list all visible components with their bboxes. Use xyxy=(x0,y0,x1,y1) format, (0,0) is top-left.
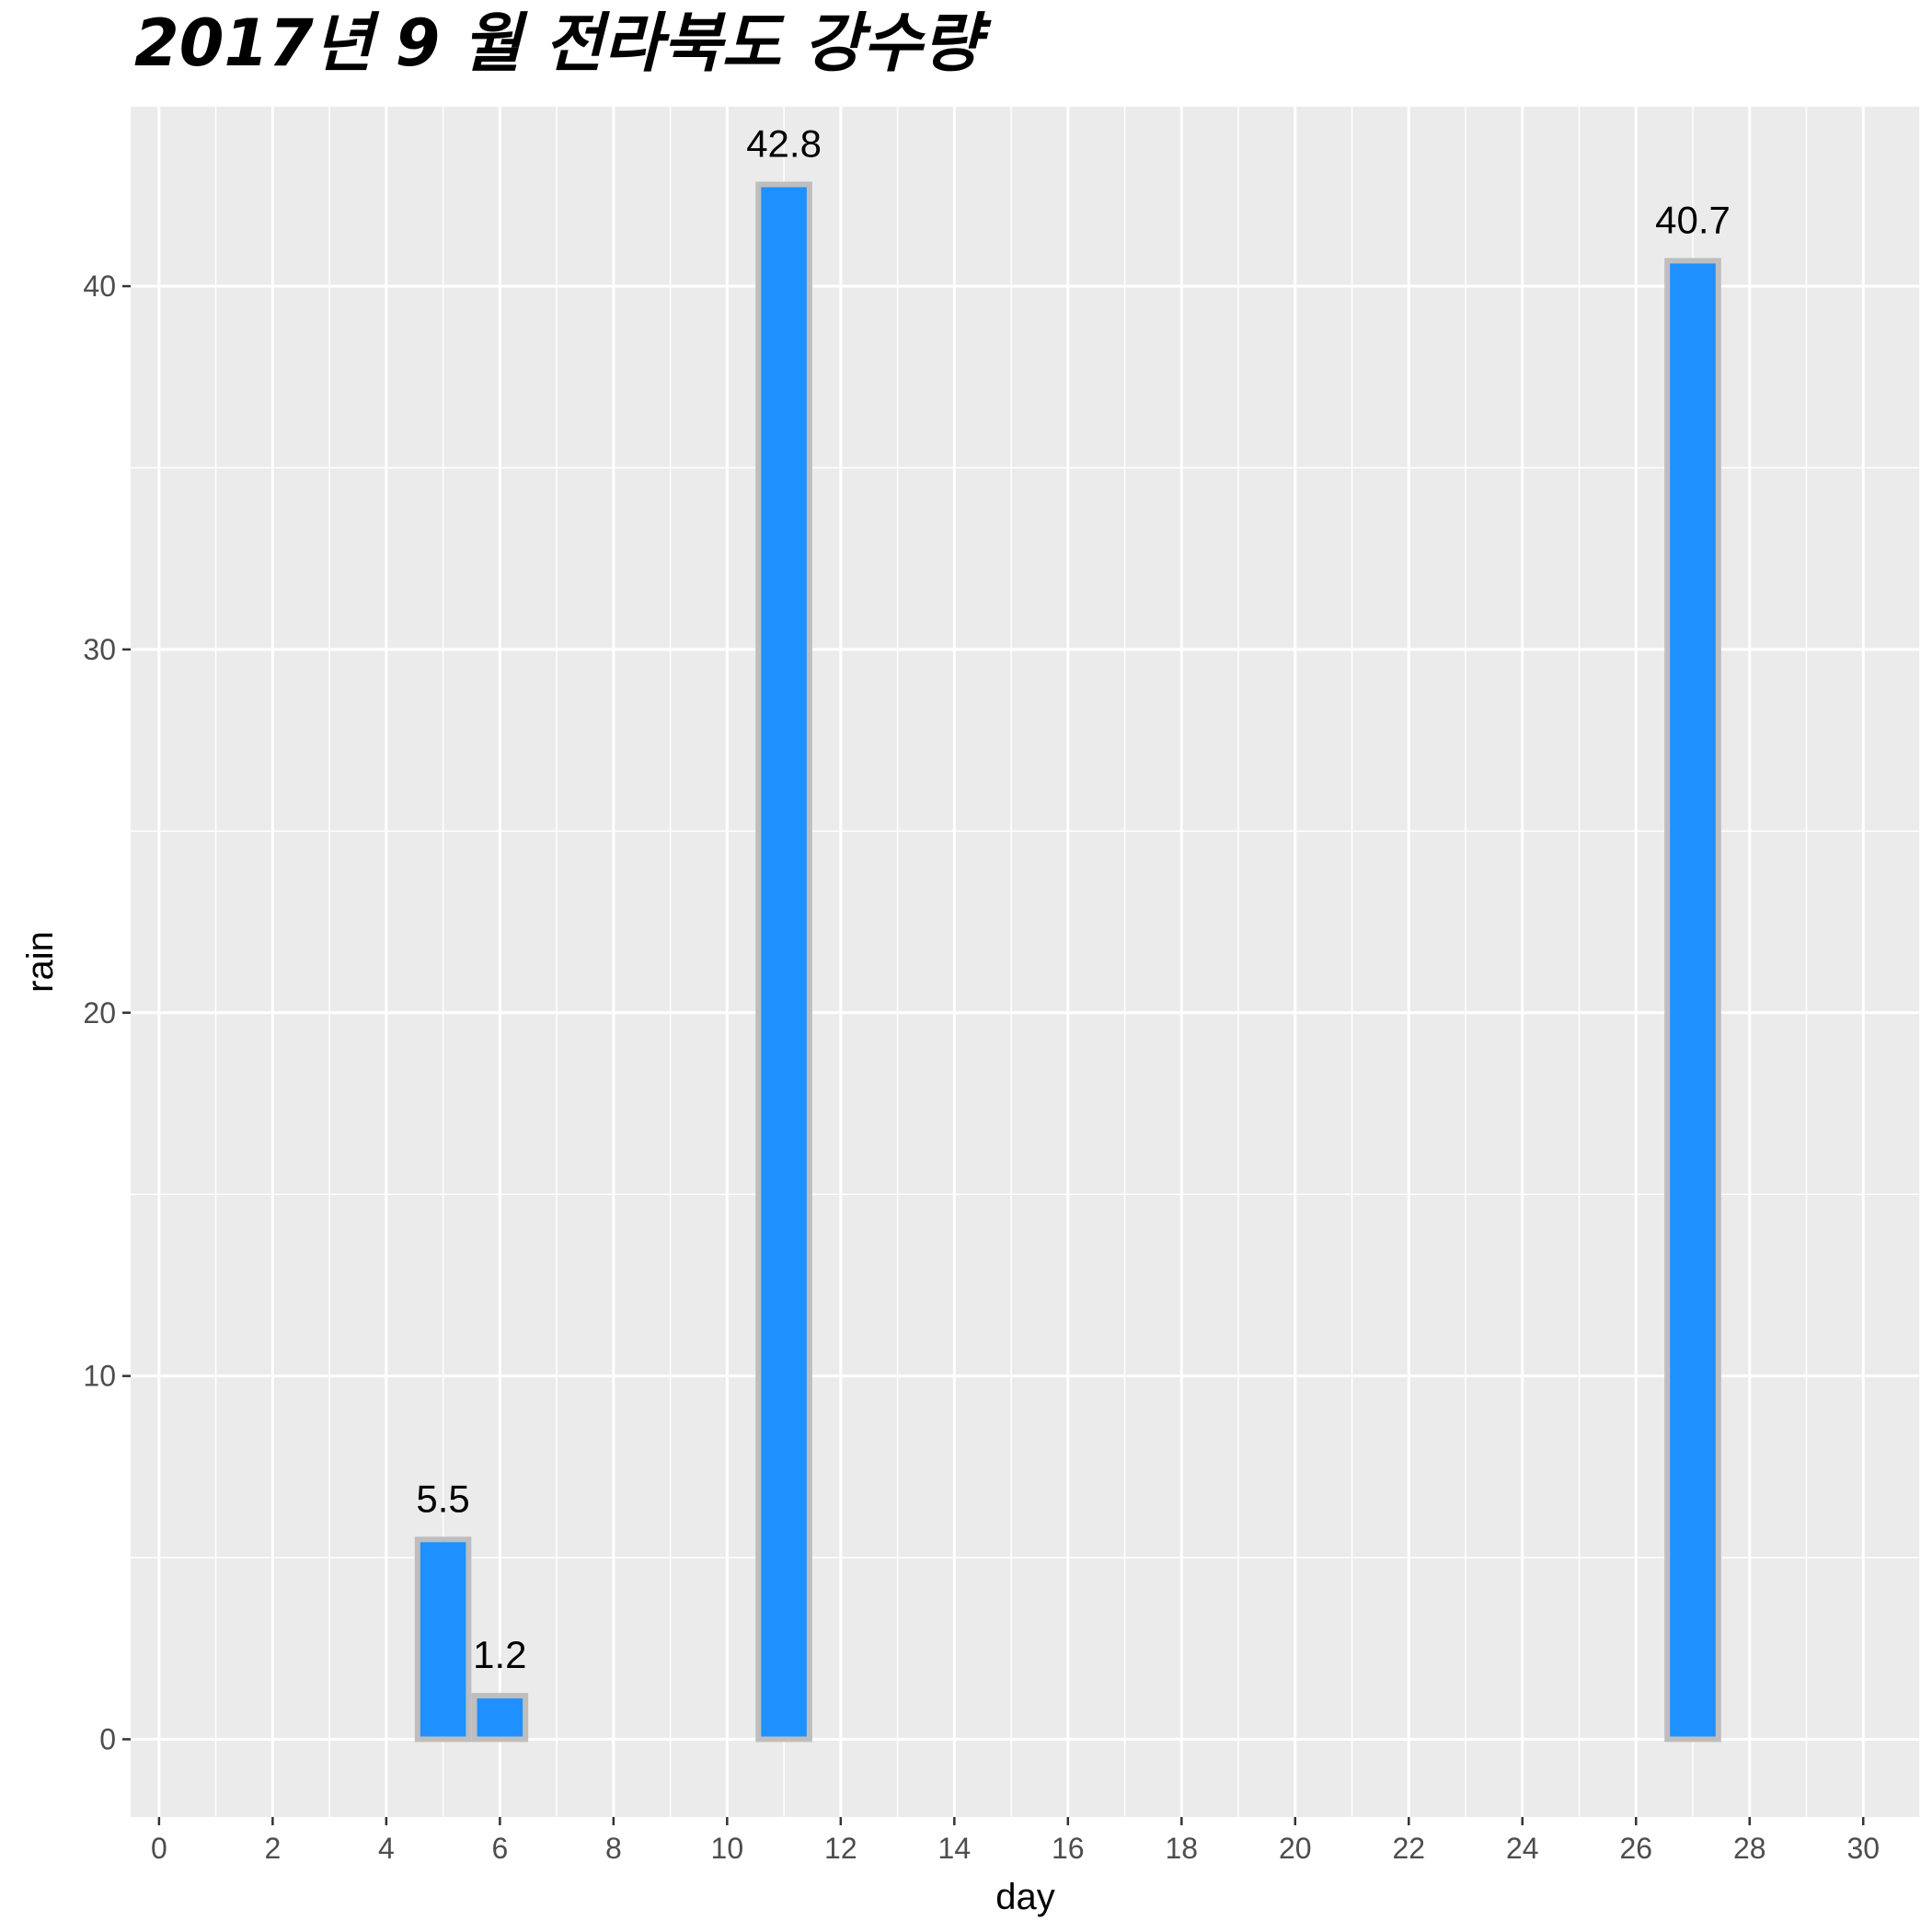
x-tick-label: 8 xyxy=(605,1832,622,1865)
x-tick-label: 24 xyxy=(1506,1832,1539,1865)
x-tick-label: 4 xyxy=(378,1832,395,1865)
bar-day-27 xyxy=(1664,258,1721,1742)
bar-day-5 xyxy=(414,1536,472,1742)
y-axis: 0 10 20 30 40 xyxy=(83,270,131,1756)
x-tick-label: 18 xyxy=(1166,1832,1199,1865)
x-tick-label: 30 xyxy=(1846,1832,1880,1865)
y-tick-label: 10 xyxy=(83,1360,116,1393)
y-tick-label: 30 xyxy=(83,633,116,666)
data-label-day-27: 40.7 xyxy=(1655,198,1731,241)
x-tick-label: 10 xyxy=(711,1832,744,1865)
y-tick-label: 20 xyxy=(83,996,116,1029)
bar-day-6 xyxy=(471,1693,529,1742)
x-tick-label: 2 xyxy=(264,1832,281,1865)
bar-day-11 xyxy=(755,181,812,1742)
y-axis-title: rain xyxy=(20,931,61,993)
minor-gridlines xyxy=(131,107,1921,1817)
chart-title: 2017년 9 월 전라북도 강수량 xyxy=(134,6,982,81)
x-tick-label: 0 xyxy=(151,1832,167,1865)
x-tick-label: 6 xyxy=(491,1832,508,1865)
x-tick-label: 26 xyxy=(1619,1832,1652,1865)
x-tick-label: 14 xyxy=(938,1832,972,1865)
y-tick-label: 40 xyxy=(83,270,116,303)
x-tick-label: 28 xyxy=(1733,1832,1766,1865)
major-gridlines xyxy=(131,107,1920,1817)
x-tick-label: 20 xyxy=(1279,1832,1312,1865)
x-axis: 0 2 4 6 8 10 12 14 16 18 20 22 24 26 28 30 xyxy=(151,1817,1880,1865)
x-tick-label: 16 xyxy=(1052,1832,1085,1865)
data-label-day-5: 5.5 xyxy=(416,1477,469,1520)
x-axis-title: day xyxy=(995,1877,1055,1917)
y-tick-label: 0 xyxy=(99,1723,116,1756)
x-tick-label: 12 xyxy=(824,1832,857,1865)
bars xyxy=(414,181,1721,1742)
x-tick-label: 22 xyxy=(1392,1832,1425,1865)
plot-panel xyxy=(131,107,1920,1817)
data-labels: 5.5 1.2 42.8 40.7 xyxy=(416,122,1730,1677)
data-label-day-6: 1.2 xyxy=(473,1633,526,1676)
data-label-day-11: 42.8 xyxy=(746,122,822,166)
